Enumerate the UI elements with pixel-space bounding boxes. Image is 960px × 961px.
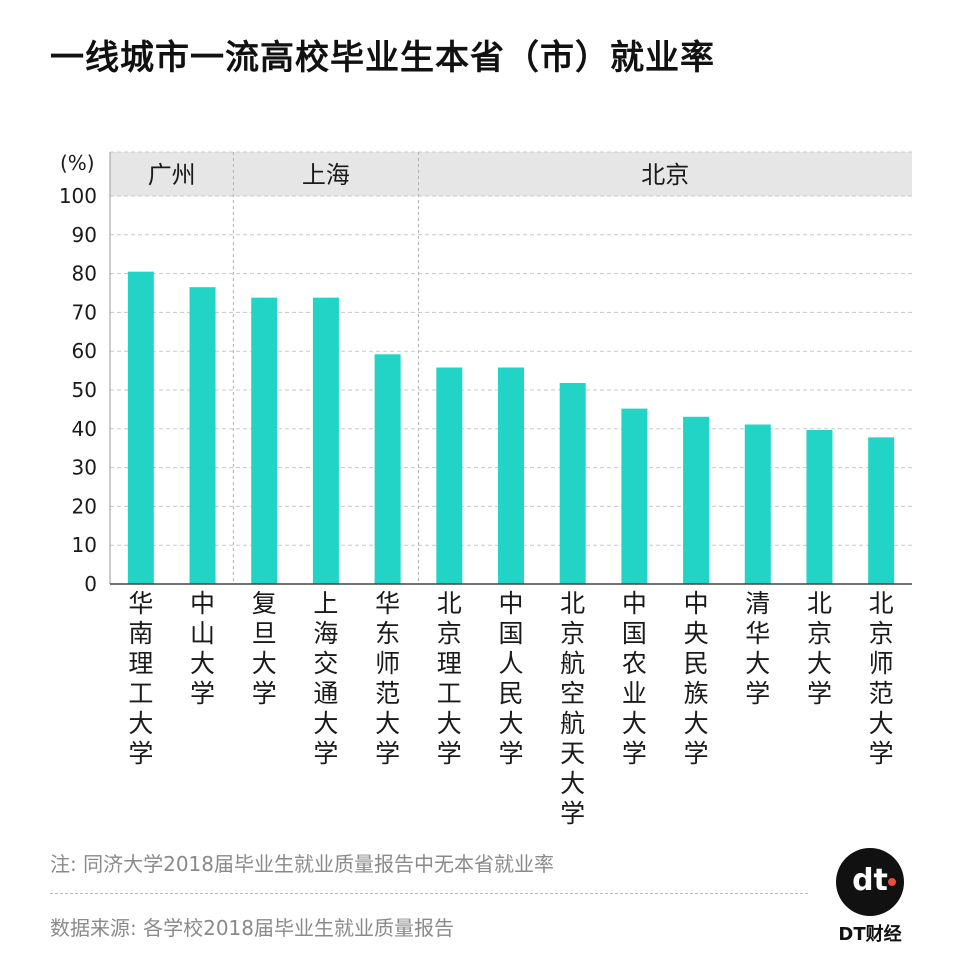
x-category-label: 中国人民大学 bbox=[498, 589, 523, 768]
chart-title: 一线城市一流高校毕业生本省（市）就业率 bbox=[50, 38, 715, 78]
x-category-label: 中央民族大学 bbox=[684, 589, 709, 768]
bar bbox=[498, 367, 524, 584]
bar bbox=[127, 271, 154, 584]
y-tick-label: 100 bbox=[59, 184, 97, 208]
x-category-label: 北京理工大学 bbox=[437, 589, 462, 768]
logo-text: DT财经 bbox=[838, 924, 902, 945]
bar bbox=[621, 408, 648, 584]
footer-divider bbox=[50, 893, 808, 894]
x-category-label: 上海交通大学 bbox=[313, 589, 338, 768]
y-tick-label: 20 bbox=[72, 494, 97, 518]
bar bbox=[683, 416, 710, 584]
bar bbox=[806, 429, 833, 584]
footnote: 注: 同济大学2018届毕业生就业质量报告中无本省就业率 bbox=[50, 852, 554, 876]
x-category-label: 华南理工大学 bbox=[128, 589, 153, 768]
bar bbox=[436, 367, 463, 584]
y-tick-label: 30 bbox=[72, 456, 97, 480]
bar bbox=[374, 354, 401, 584]
bar bbox=[559, 383, 586, 584]
x-category-label: 中山大学 bbox=[190, 589, 215, 708]
logo-dot bbox=[888, 878, 896, 886]
x-category-label: 华东师范大学 bbox=[375, 589, 400, 768]
group-label: 广州 bbox=[148, 161, 196, 189]
y-tick-label: 70 bbox=[72, 300, 97, 324]
data-source: 数据来源: 各学校2018届毕业生就业质量报告 bbox=[50, 916, 454, 940]
y-tick-label: 40 bbox=[72, 417, 97, 441]
y-tick-label: 80 bbox=[72, 262, 97, 286]
group-band bbox=[110, 152, 912, 196]
bar bbox=[312, 297, 339, 584]
x-category-label: 中国农业大学 bbox=[622, 589, 647, 768]
y-tick-label: 10 bbox=[72, 533, 97, 557]
y-tick-label: 60 bbox=[72, 339, 97, 363]
x-category-label: 复旦大学 bbox=[252, 589, 277, 708]
bar bbox=[868, 437, 895, 584]
x-category-label: 清华大学 bbox=[745, 589, 770, 708]
group-label: 上海 bbox=[302, 161, 350, 189]
y-tick-label: 90 bbox=[72, 223, 97, 247]
bar bbox=[744, 424, 771, 584]
y-tick-label: 50 bbox=[72, 378, 97, 402]
y-axis-unit: (%) bbox=[60, 151, 95, 175]
group-label: 北京 bbox=[641, 161, 689, 189]
bar bbox=[251, 297, 278, 584]
x-category-label: 北京大学 bbox=[807, 589, 832, 708]
x-category-label: 北京航空航天大学 bbox=[560, 589, 585, 828]
bar bbox=[189, 287, 216, 584]
x-category-label: 北京师范大学 bbox=[869, 589, 894, 768]
y-tick-label: 0 bbox=[84, 572, 97, 596]
